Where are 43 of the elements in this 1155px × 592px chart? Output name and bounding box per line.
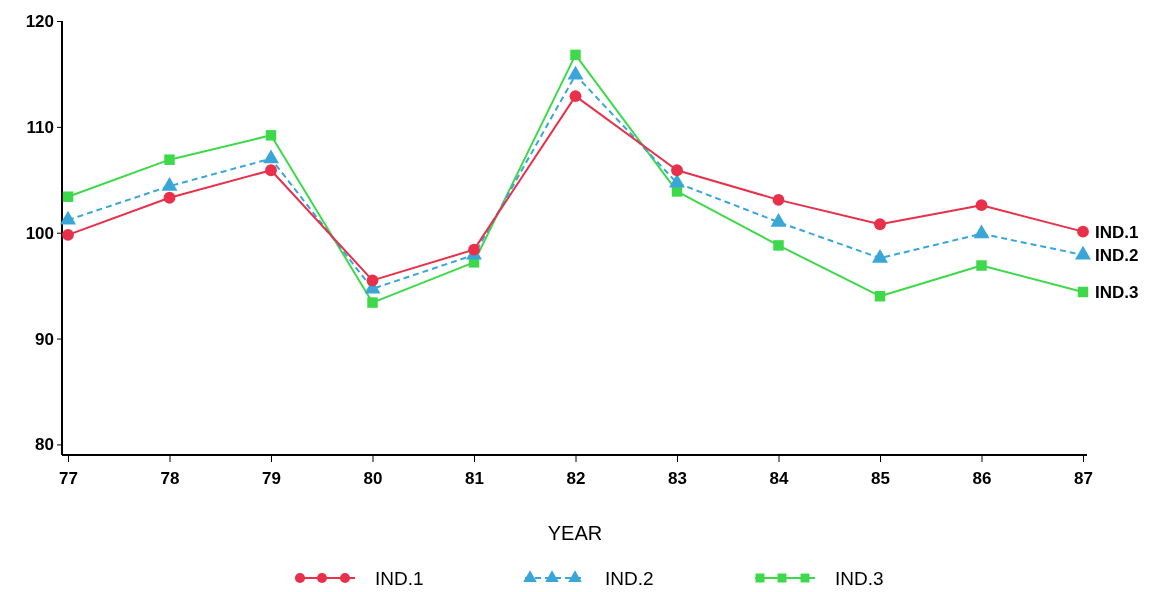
text: IND.3 bbox=[1095, 282, 1139, 302]
point bbox=[1077, 225, 1089, 238]
text: IND.1 bbox=[1095, 222, 1139, 242]
point bbox=[772, 193, 785, 206]
legend-label: IND.1 bbox=[375, 567, 424, 589]
y-tick-label: 90 bbox=[35, 329, 54, 349]
point bbox=[164, 154, 175, 165]
x-tick-label: 77 bbox=[59, 468, 78, 488]
point bbox=[62, 228, 74, 241]
point bbox=[874, 218, 886, 231]
x-tick-label: 79 bbox=[262, 468, 281, 488]
x-tick-label: 87 bbox=[1074, 468, 1093, 488]
point bbox=[570, 49, 581, 61]
x-tick-label: 81 bbox=[465, 468, 484, 488]
point bbox=[975, 199, 988, 212]
x-tick-label: 85 bbox=[871, 468, 890, 488]
x-tick-label: 84 bbox=[769, 468, 789, 488]
point bbox=[366, 274, 379, 287]
x-axis-title: YEAR bbox=[547, 522, 603, 544]
text: IND.2 bbox=[1095, 245, 1139, 265]
point bbox=[163, 191, 176, 204]
point bbox=[468, 243, 480, 256]
point bbox=[569, 90, 582, 103]
y-tick-label: 80 bbox=[35, 435, 54, 455]
y-tick-label: 120 bbox=[25, 11, 54, 31]
point bbox=[1077, 286, 1089, 298]
x-tick-label: 78 bbox=[160, 468, 180, 488]
y-tick-label: 110 bbox=[26, 117, 54, 137]
x-tick-label: 86 bbox=[972, 468, 992, 488]
y-tick-label: 100 bbox=[25, 223, 54, 243]
point bbox=[265, 130, 277, 141]
point bbox=[976, 260, 987, 271]
point bbox=[367, 297, 378, 308]
point bbox=[671, 164, 683, 177]
point bbox=[62, 191, 74, 202]
x-tick-label: 82 bbox=[566, 468, 586, 488]
x-tick-label: 83 bbox=[668, 468, 687, 488]
point bbox=[773, 240, 784, 251]
point bbox=[265, 164, 277, 177]
legend-label: IND.3 bbox=[835, 567, 884, 589]
legend-label: IND.2 bbox=[605, 567, 654, 589]
x-tick-label: 80 bbox=[363, 468, 383, 488]
point bbox=[874, 290, 886, 302]
